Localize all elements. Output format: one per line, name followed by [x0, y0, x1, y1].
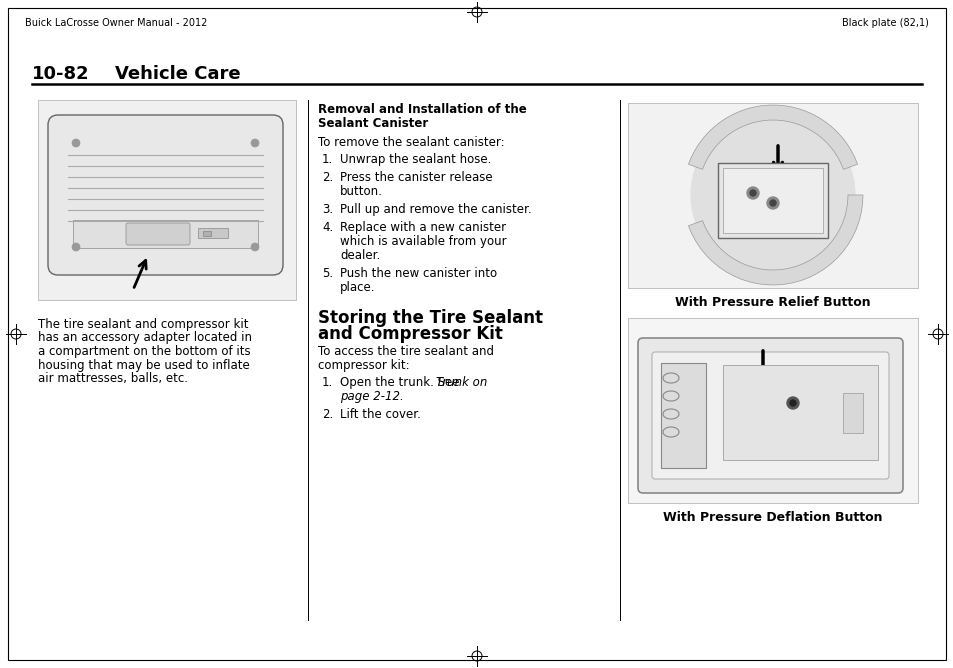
Bar	[722, 365, 877, 460]
Circle shape	[690, 113, 854, 277]
Bar	[73, 220, 257, 248]
Text: 2.: 2.	[322, 171, 333, 184]
Polygon shape	[688, 195, 862, 285]
Text: air mattresses, balls, etc.: air mattresses, balls, etc.	[38, 372, 188, 385]
Text: page 2-12.: page 2-12.	[339, 390, 403, 403]
Bar	[627, 103, 917, 288]
Polygon shape	[688, 105, 857, 170]
Bar	[38, 100, 295, 300]
Text: To access the tire sealant and: To access the tire sealant and	[317, 345, 494, 358]
Text: Unwrap the sealant hose.: Unwrap the sealant hose.	[339, 153, 491, 166]
FancyBboxPatch shape	[651, 352, 888, 479]
Text: Push the new canister into: Push the new canister into	[339, 267, 497, 280]
Text: Pull up and remove the canister.: Pull up and remove the canister.	[339, 203, 531, 216]
Text: Black plate (82,1): Black plate (82,1)	[841, 18, 928, 28]
Text: Sealant Canister: Sealant Canister	[317, 117, 428, 130]
Circle shape	[769, 200, 775, 206]
Bar	[842, 393, 862, 433]
Text: The tire sealant and compressor kit: The tire sealant and compressor kit	[38, 318, 248, 331]
Circle shape	[789, 400, 795, 406]
Circle shape	[766, 197, 779, 209]
FancyBboxPatch shape	[48, 115, 283, 275]
Text: 5.: 5.	[322, 267, 333, 280]
Bar	[203, 231, 211, 236]
FancyBboxPatch shape	[126, 223, 190, 245]
Text: and Compressor Kit: and Compressor Kit	[317, 325, 502, 343]
Circle shape	[786, 397, 799, 409]
Text: Vehicle Care: Vehicle Care	[115, 65, 240, 83]
FancyBboxPatch shape	[638, 338, 902, 493]
Circle shape	[749, 190, 755, 196]
Text: 2.: 2.	[322, 408, 333, 421]
Text: which is available from your: which is available from your	[339, 235, 506, 248]
Text: Press the canister release: Press the canister release	[339, 171, 492, 184]
Text: housing that may be used to inflate: housing that may be used to inflate	[38, 359, 250, 371]
Circle shape	[746, 187, 759, 199]
Text: 4.: 4.	[322, 221, 333, 234]
Bar	[198, 228, 228, 238]
Text: compressor kit:: compressor kit:	[317, 359, 409, 372]
Text: Trunk on: Trunk on	[436, 376, 487, 389]
Text: Buick LaCrosse Owner Manual - 2012: Buick LaCrosse Owner Manual - 2012	[25, 18, 207, 28]
Text: With Pressure Relief Button: With Pressure Relief Button	[675, 296, 870, 309]
Bar	[660, 363, 705, 468]
Text: 1.: 1.	[322, 376, 333, 389]
Text: 1.: 1.	[322, 153, 333, 166]
Text: Storing the Tire Sealant: Storing the Tire Sealant	[317, 309, 542, 327]
Text: Removal and Installation of the: Removal and Installation of the	[317, 103, 526, 116]
Circle shape	[251, 243, 258, 251]
Text: With Pressure Deflation Button: With Pressure Deflation Button	[662, 511, 882, 524]
Circle shape	[251, 139, 258, 147]
Text: a compartment on the bottom of its: a compartment on the bottom of its	[38, 345, 251, 358]
Text: button.: button.	[339, 185, 382, 198]
Text: 10-82: 10-82	[32, 65, 90, 83]
Text: has an accessory adapter located in: has an accessory adapter located in	[38, 331, 252, 345]
Text: Open the trunk. See: Open the trunk. See	[339, 376, 463, 389]
Bar	[722, 168, 822, 233]
Text: dealer.: dealer.	[339, 249, 380, 262]
Text: Replace with a new canister: Replace with a new canister	[339, 221, 506, 234]
Text: 3.: 3.	[322, 203, 333, 216]
Text: To remove the sealant canister:: To remove the sealant canister:	[317, 136, 504, 149]
Bar	[718, 163, 827, 238]
Bar	[627, 318, 917, 503]
Circle shape	[71, 139, 80, 147]
Text: place.: place.	[339, 281, 375, 294]
Circle shape	[71, 243, 80, 251]
Text: Lift the cover.: Lift the cover.	[339, 408, 420, 421]
